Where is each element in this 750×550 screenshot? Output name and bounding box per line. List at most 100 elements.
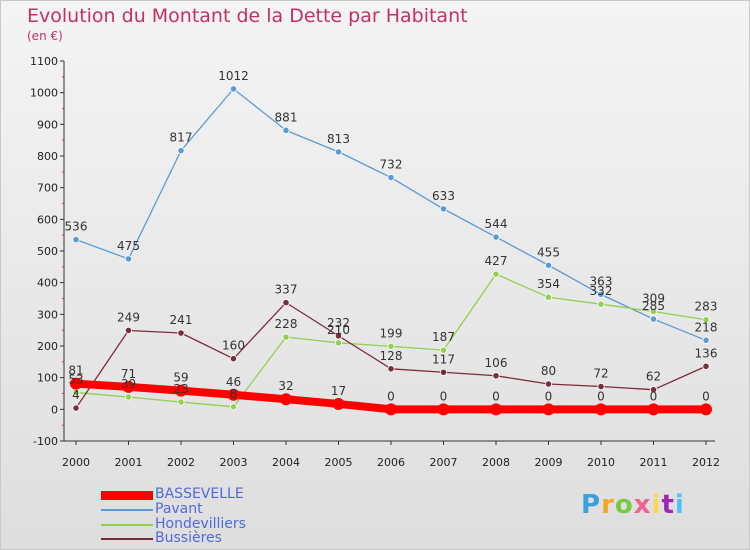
- data-point-bassevelle: [700, 403, 712, 416]
- data-point-bussi-res: [439, 368, 448, 376]
- data-point-bussi-res: [124, 326, 133, 335]
- y-tick-label: 1000: [30, 87, 58, 100]
- data-point-pavant: [229, 85, 238, 93]
- data-label-bassevelle: 0: [545, 389, 553, 403]
- data-point-bassevelle: [595, 403, 607, 416]
- x-tick-label: 2003: [220, 456, 248, 469]
- y-tick-label: 900: [37, 118, 58, 131]
- data-point-pavant: [124, 255, 133, 263]
- data-label-bassevelle: 0: [702, 389, 710, 403]
- data-point-hondevilliers: [544, 293, 553, 301]
- y-tick-label: 500: [37, 245, 58, 258]
- legend-swatch-bassevelle: [101, 491, 153, 500]
- data-label-hondevilliers: 283: [695, 300, 718, 314]
- legend-label-hondevilliers: Hondevilliers: [155, 516, 246, 532]
- legend-item-bussieres: Bussières: [101, 530, 401, 547]
- data-point-hondevilliers: [334, 339, 343, 347]
- data-point-bussi-res: [544, 380, 553, 388]
- data-point-bussi-res: [177, 329, 185, 337]
- data-label-pavant: 732: [380, 158, 403, 172]
- data-point-pavant: [282, 126, 290, 134]
- x-tick-label: 2012: [692, 456, 720, 469]
- y-tick-label: 800: [37, 150, 58, 163]
- data-label-bassevelle: 0: [597, 389, 605, 403]
- x-tick-label: 2006: [377, 456, 405, 469]
- data-point-bussi-res: [492, 372, 500, 380]
- data-label-hondevilliers: 199: [380, 326, 403, 340]
- data-point-pavant: [72, 236, 80, 244]
- data-label-hondevilliers: 427: [485, 254, 508, 268]
- data-point-pavant: [387, 173, 395, 182]
- data-label-bassevelle: 17: [331, 384, 346, 398]
- proxiti-logo: Proxiti: [581, 490, 685, 520]
- data-label-bussi-res: 72: [593, 367, 608, 381]
- data-point-bussi-res: [387, 365, 395, 373]
- data-label-bassevelle: 0: [650, 389, 658, 403]
- x-tick-label: 2004: [272, 456, 300, 469]
- data-label-hondevilliers: 8: [230, 387, 238, 401]
- data-point-bassevelle: [332, 397, 345, 410]
- data-label-pavant: 1012: [218, 69, 249, 83]
- data-point-bassevelle: [542, 403, 555, 416]
- data-label-pavant: 813: [327, 132, 350, 146]
- data-point-pavant: [334, 148, 343, 156]
- data-label-bassevelle: 46: [226, 375, 241, 389]
- y-tick-label: 700: [37, 182, 58, 195]
- data-label-pavant: 817: [170, 131, 193, 145]
- data-label-bussi-res: 128: [380, 349, 403, 363]
- data-label-bassevelle: 0: [440, 389, 448, 403]
- data-point-bussi-res: [229, 355, 238, 363]
- data-label-bussi-res: 4: [72, 388, 80, 402]
- data-point-bussi-res: [597, 382, 605, 391]
- legend-swatch-bussieres: [101, 538, 153, 540]
- data-point-bassevelle: [227, 388, 240, 401]
- data-point-hondevilliers: [439, 346, 448, 354]
- legend-item-pavant: Pavant: [101, 501, 401, 518]
- x-tick-label: 2011: [640, 456, 668, 469]
- data-label-bussi-res: 249: [117, 310, 140, 324]
- data-label-bassevelle: 71: [121, 367, 136, 381]
- y-tick-label: 1100: [30, 55, 58, 68]
- data-point-bassevelle: [70, 377, 82, 390]
- x-tick-label: 2002: [167, 456, 195, 469]
- data-point-hondevilliers: [124, 393, 133, 401]
- y-tick-label: 0: [51, 403, 58, 416]
- y-tick-label: 400: [37, 277, 58, 290]
- data-point-hondevilliers: [597, 300, 605, 308]
- y-tick-label: 100: [37, 372, 58, 385]
- data-label-bassevelle: 59: [173, 371, 188, 385]
- y-tick-label: 300: [37, 308, 58, 321]
- x-tick-label: 2007: [430, 456, 458, 469]
- legend-label-bussieres: Bussières: [155, 530, 222, 546]
- data-point-pavant: [702, 336, 710, 344]
- data-label-pavant: 633: [432, 189, 455, 203]
- x-tick-label: 2001: [115, 456, 143, 469]
- data-point-bassevelle: [122, 380, 135, 393]
- data-label-bussi-res: 241: [170, 313, 193, 327]
- x-tick-label: 2010: [587, 456, 615, 469]
- data-point-bassevelle: [490, 403, 502, 416]
- x-tick-label: 2000: [62, 456, 90, 469]
- data-label-hondevilliers: 39: [121, 377, 136, 391]
- legend-swatch-hondevilliers: [101, 524, 153, 526]
- data-label-pavant: 218: [695, 320, 718, 334]
- data-point-hondevilliers: [387, 342, 395, 350]
- data-label-bussi-res: 136: [695, 346, 718, 360]
- data-label-bassevelle: 0: [387, 389, 395, 403]
- legend-swatch-pavant: [101, 509, 153, 511]
- data-label-pavant: 881: [275, 110, 298, 124]
- data-label-pavant: 475: [117, 239, 140, 253]
- data-point-bassevelle: [647, 403, 660, 416]
- data-point-bussi-res: [282, 299, 290, 307]
- legend-label-pavant: Pavant: [155, 501, 203, 517]
- data-point-hondevilliers: [702, 316, 710, 324]
- data-label-hondevilliers: 187: [432, 330, 455, 344]
- data-label-bussi-res: 62: [646, 370, 661, 384]
- legend-item-hondevilliers: Hondevilliers: [101, 516, 401, 533]
- legend-label-bassevelle: BASSEVELLE: [155, 486, 244, 502]
- data-point-pavant: [177, 147, 185, 155]
- data-point-bussi-res: [649, 386, 658, 394]
- data-point-bussi-res: [72, 404, 80, 412]
